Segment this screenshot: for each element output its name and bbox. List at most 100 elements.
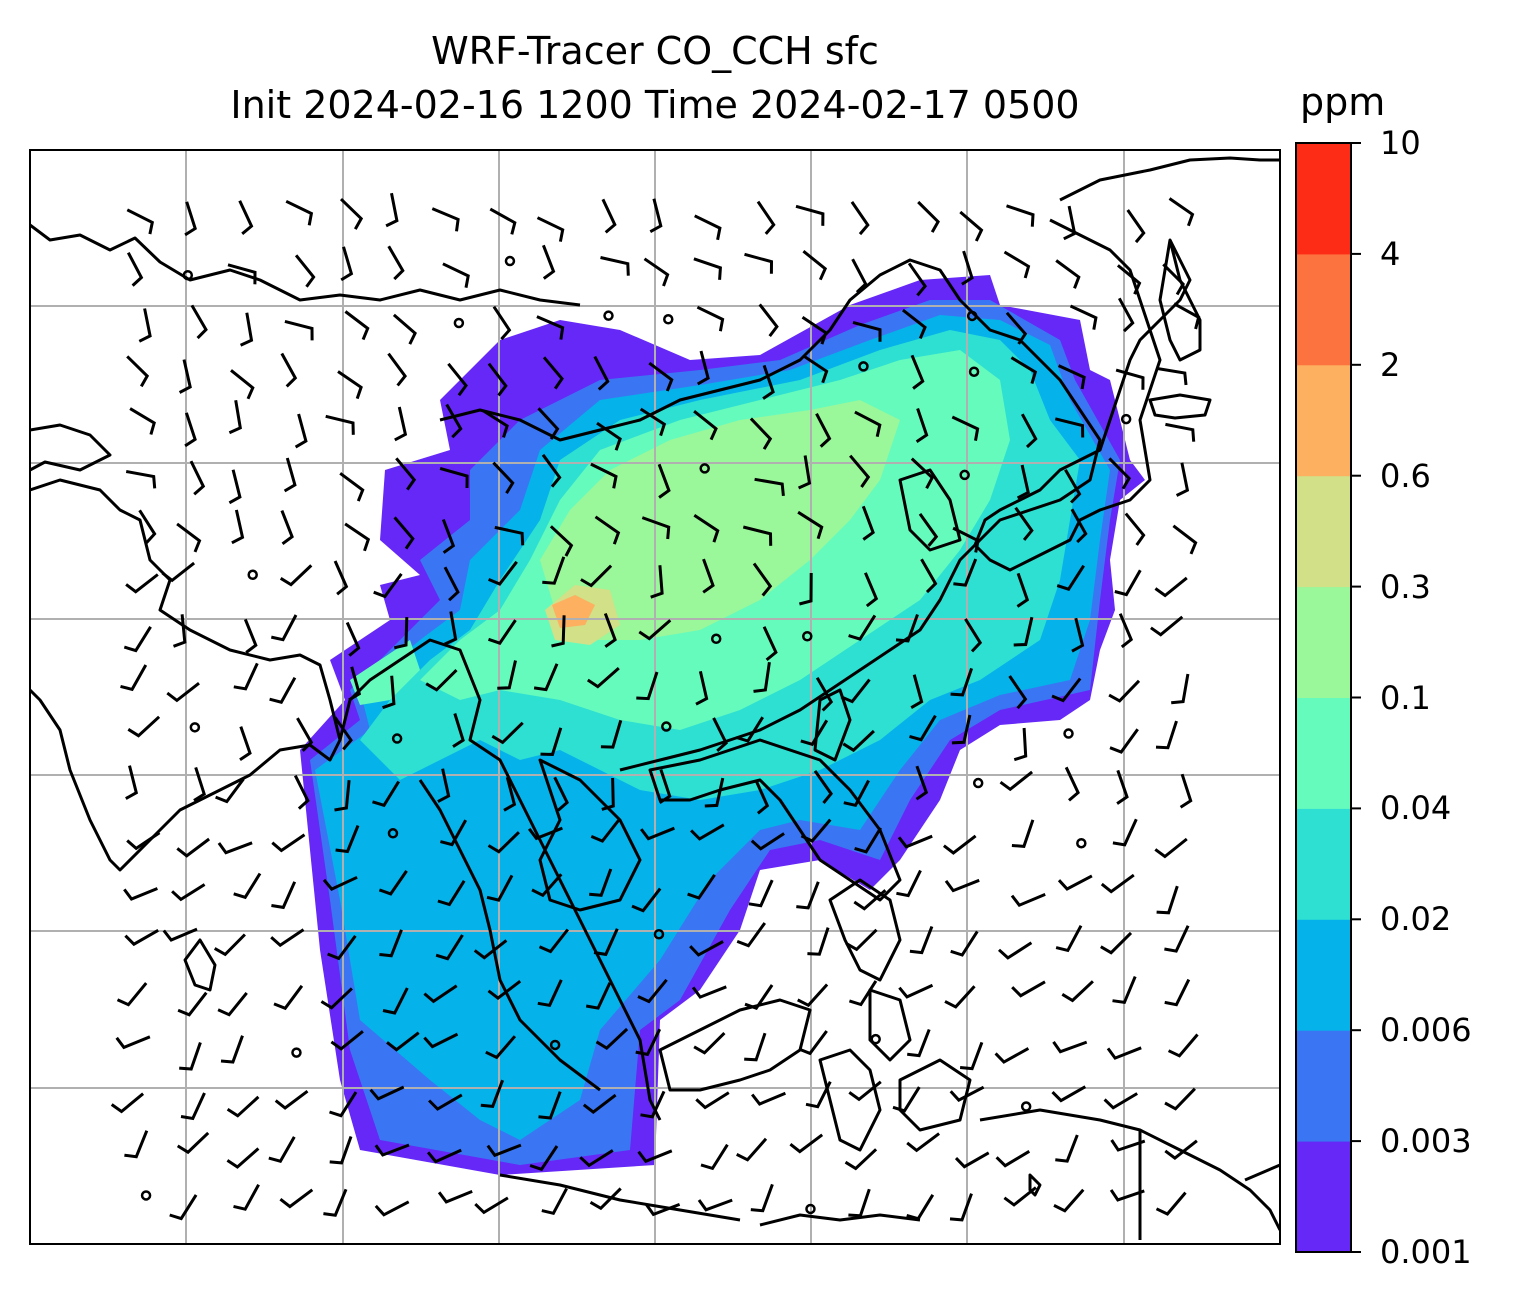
wind-barb bbox=[639, 407, 667, 437]
wind-barb bbox=[909, 925, 934, 955]
wind-barb bbox=[1114, 569, 1142, 597]
wind-barb bbox=[696, 350, 710, 386]
wind-barb bbox=[1124, 512, 1146, 546]
wind-barb bbox=[437, 880, 466, 907]
wind-barb bbox=[798, 1030, 828, 1056]
wind-barb bbox=[1069, 304, 1098, 330]
wind-barb bbox=[339, 198, 364, 230]
calm-wind-marker bbox=[391, 733, 403, 744]
wind-barb bbox=[1156, 885, 1179, 915]
wind-barb bbox=[443, 566, 460, 602]
wind-barb bbox=[951, 714, 972, 745]
colorbar-swatch bbox=[1296, 253, 1351, 366]
wind-barb bbox=[842, 729, 875, 753]
calm-wind-marker bbox=[387, 828, 399, 839]
wind-barb bbox=[640, 1090, 666, 1119]
map-title: WRF-Tracer CO_CCH sfc bbox=[431, 29, 879, 73]
wind-barb bbox=[901, 308, 927, 339]
wind-barb bbox=[488, 619, 517, 645]
wind-barb bbox=[797, 510, 824, 540]
wind-barb bbox=[423, 984, 458, 1004]
calm-wind-marker bbox=[504, 255, 516, 267]
calm-wind-marker bbox=[549, 1039, 561, 1051]
wind-barb bbox=[322, 875, 358, 891]
wind-barb bbox=[1051, 1085, 1087, 1103]
wind-barb bbox=[480, 1079, 505, 1108]
wind-barb bbox=[693, 410, 718, 441]
wind-barb bbox=[1172, 524, 1198, 555]
wind-barb bbox=[845, 928, 878, 952]
wind-barb bbox=[270, 928, 305, 948]
colorbar bbox=[1295, 142, 1361, 1253]
wind-barb bbox=[593, 355, 610, 391]
wind-barb bbox=[1003, 250, 1031, 279]
wind-barb bbox=[227, 263, 257, 285]
wind-barb bbox=[431, 207, 460, 232]
colorbar-tick-label: 2 bbox=[1380, 345, 1401, 384]
colorbar-swatch bbox=[1296, 919, 1351, 1031]
wind-barb bbox=[393, 516, 415, 550]
wind-barb bbox=[492, 461, 515, 494]
wind-barb bbox=[1112, 976, 1137, 1005]
wind-barb bbox=[748, 879, 774, 908]
wind-barb bbox=[378, 870, 408, 896]
wind-barb bbox=[1064, 469, 1082, 504]
wind-barb bbox=[1003, 1186, 1037, 1207]
calm-wind-marker bbox=[858, 361, 869, 372]
wind-barb bbox=[177, 991, 208, 1017]
wind-barb bbox=[917, 200, 940, 233]
wind-barb bbox=[1054, 417, 1085, 438]
wind-barb bbox=[915, 765, 929, 801]
wind-barb bbox=[1055, 259, 1081, 289]
wind-barb bbox=[712, 717, 728, 753]
wind-barb bbox=[697, 1198, 733, 1212]
wind-barb bbox=[442, 262, 470, 288]
wind-barb bbox=[942, 834, 977, 855]
wind-barb bbox=[585, 982, 612, 1010]
wind-barb bbox=[918, 513, 939, 547]
wind-barb bbox=[1011, 980, 1046, 998]
wind-barb bbox=[184, 201, 197, 237]
wind-barb bbox=[1010, 356, 1038, 385]
wind-barb bbox=[799, 572, 813, 606]
wind-barb bbox=[124, 1130, 149, 1159]
wind-barb bbox=[239, 726, 252, 762]
wind-barb bbox=[344, 522, 371, 552]
wind-barb bbox=[849, 454, 871, 488]
wind-barb bbox=[437, 768, 451, 803]
wind-barb bbox=[125, 765, 139, 800]
wind-barb bbox=[906, 1194, 935, 1221]
calm-wind-marker bbox=[1120, 413, 1132, 425]
wind-barb bbox=[750, 1183, 774, 1213]
calm-wind-marker bbox=[663, 314, 674, 325]
wind-barb bbox=[394, 406, 408, 442]
wind-barb bbox=[690, 823, 725, 841]
wind-barb bbox=[853, 889, 887, 911]
calm-wind-marker bbox=[802, 630, 813, 642]
wind-barb bbox=[596, 421, 622, 451]
wind-barb bbox=[327, 935, 357, 961]
wind-barb bbox=[898, 983, 934, 999]
wind-barb bbox=[892, 1086, 921, 1113]
wind-barb bbox=[296, 717, 314, 752]
wind-barb bbox=[595, 1027, 629, 1050]
calm-wind-marker bbox=[653, 929, 665, 940]
wind-barb bbox=[233, 662, 259, 691]
wind-barb bbox=[843, 779, 870, 808]
wind-barb bbox=[1053, 1188, 1085, 1213]
wind-barb bbox=[800, 719, 829, 747]
wind-barb bbox=[138, 509, 157, 544]
wind-barb bbox=[1167, 1033, 1199, 1058]
wind-barb bbox=[233, 872, 262, 900]
wind-barb bbox=[1100, 873, 1135, 894]
calm-wind-marker bbox=[1076, 837, 1087, 849]
wind-barb bbox=[125, 573, 159, 594]
wind-barb bbox=[542, 356, 564, 390]
wind-barb bbox=[283, 457, 297, 493]
wind-barb bbox=[294, 413, 308, 449]
wind-barb bbox=[1126, 209, 1146, 244]
wind-barb bbox=[486, 1143, 522, 1158]
wind-barb bbox=[1162, 263, 1185, 296]
calm-wind-marker bbox=[805, 1203, 816, 1215]
wind-barb bbox=[126, 355, 150, 388]
